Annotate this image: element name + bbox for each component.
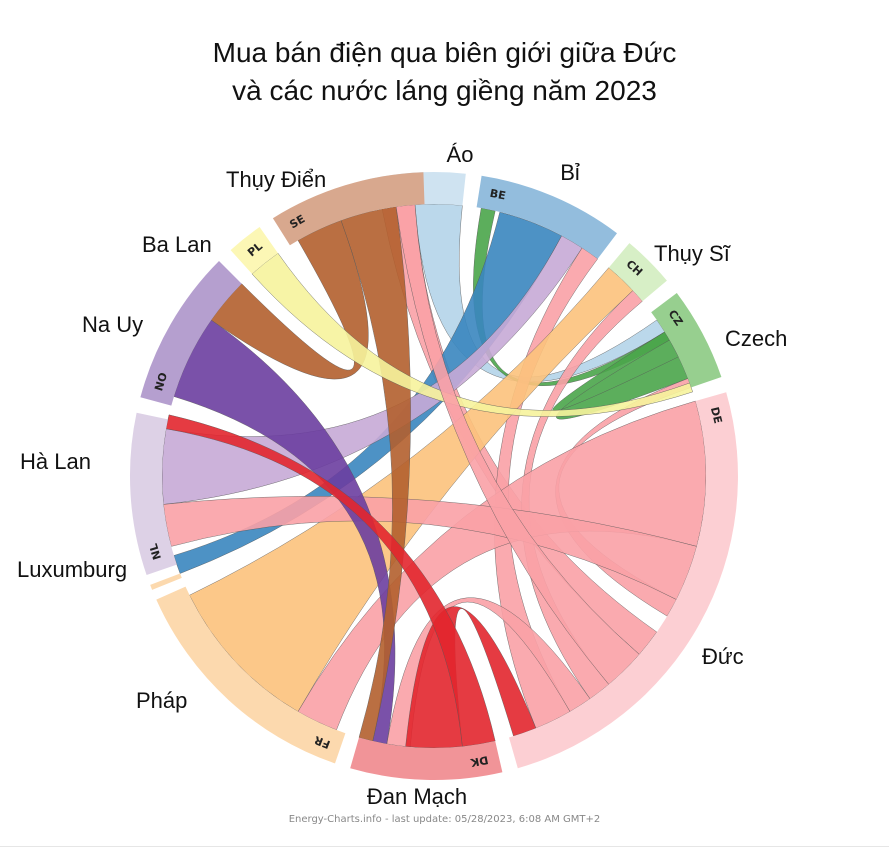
labels-layer: Áo Bỉ Thụy Sĩ Czech Đức Đan Mạch Pháp Luxumburg… bbox=[17, 142, 787, 809]
arc-de bbox=[509, 392, 738, 769]
country-label-fr: Pháp bbox=[136, 688, 187, 713]
country-label-se: Thụy Điển bbox=[226, 167, 326, 192]
arc-code-fr: FR bbox=[312, 733, 332, 751]
arc-dk bbox=[350, 737, 503, 780]
arc-code-be: BE bbox=[489, 187, 507, 203]
arc-code-nl: NL bbox=[147, 542, 164, 561]
country-label-no: Na Uy bbox=[82, 312, 143, 337]
chart-title-line-2: và các nước láng giềng năm 2023 bbox=[232, 75, 657, 106]
ribbon-se-de bbox=[395, 204, 640, 685]
arc-se bbox=[272, 172, 425, 246]
chart-title: Mua bán điện qua biên giới giữa Đức và c… bbox=[0, 34, 889, 110]
country-label-pl: Ba Lan bbox=[142, 232, 212, 257]
country-label-be: Bỉ bbox=[560, 160, 580, 185]
ribbon-pl-de bbox=[251, 252, 693, 417]
source-credit: Energy-Charts.info - last update: 05/28/… bbox=[288, 814, 601, 825]
arc-lu bbox=[150, 573, 182, 590]
country-label-ch: Thụy Sĩ bbox=[654, 241, 731, 266]
arc-be bbox=[476, 175, 617, 259]
arc-code-no: NO bbox=[152, 371, 170, 393]
arc-code-de: DE bbox=[708, 406, 725, 425]
arcs-layer: ATBECHCZDEDKFRNLNOPLSE bbox=[129, 172, 738, 780]
country-label-at: Áo bbox=[447, 142, 474, 167]
country-label-nl: Hà Lan bbox=[20, 449, 91, 474]
arc-ch bbox=[608, 243, 667, 302]
arc-nl bbox=[129, 412, 177, 575]
country-label-de: Đức bbox=[702, 644, 744, 669]
country-label-dk: Đan Mạch bbox=[367, 784, 467, 809]
chart-title-line-1: Mua bán điện qua biên giới giữa Đức bbox=[212, 37, 677, 68]
bottom-divider bbox=[0, 846, 889, 847]
country-label-cz: Czech bbox=[725, 326, 787, 351]
arc-pl bbox=[230, 227, 278, 274]
arc-fr bbox=[156, 586, 346, 764]
ribbons-layer bbox=[161, 203, 707, 749]
arc-code-dk: DK bbox=[469, 753, 489, 769]
ribbon-de-nl bbox=[163, 496, 697, 600]
arc-no bbox=[140, 261, 242, 406]
arc-cz bbox=[651, 293, 722, 388]
country-label-lu: Luxumburg bbox=[17, 557, 127, 582]
